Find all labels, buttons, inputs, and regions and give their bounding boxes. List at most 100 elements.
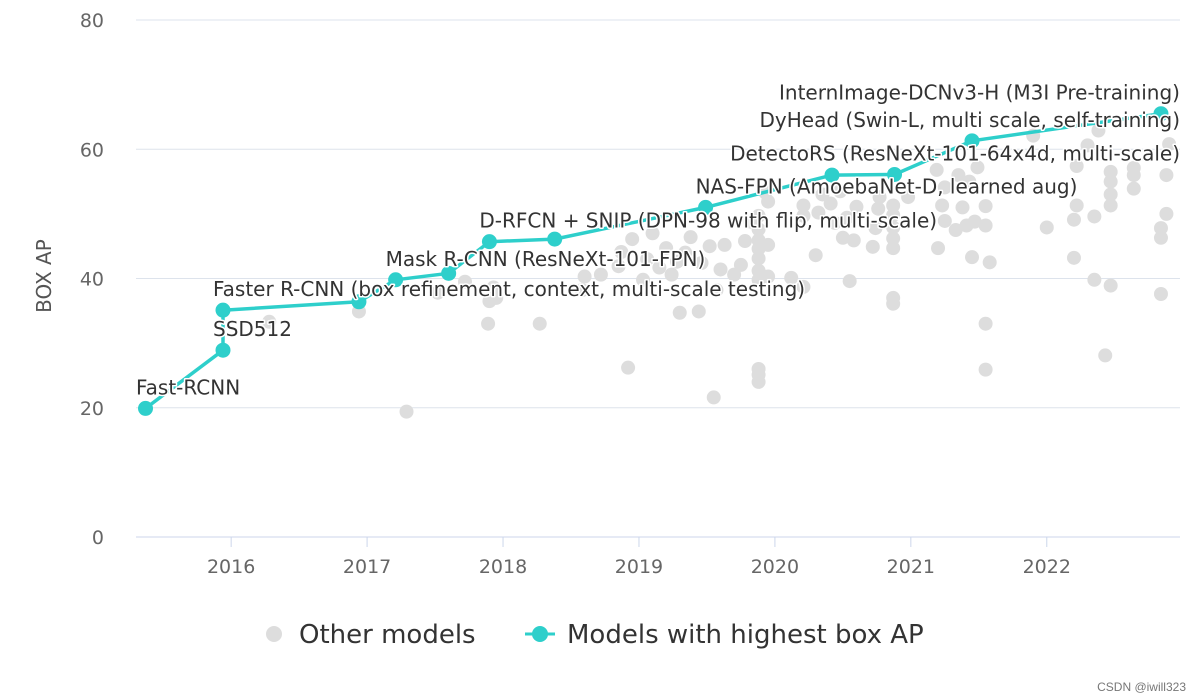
other-model-point[interactable] (865, 239, 880, 254)
sota-point[interactable] (351, 294, 367, 310)
other-model-point[interactable] (706, 390, 721, 405)
other-model-point[interactable] (1069, 159, 1084, 174)
other-model-point[interactable] (970, 160, 985, 175)
legend-item-other-models[interactable]: Other models (266, 620, 476, 650)
other-model-point[interactable] (935, 198, 950, 213)
other-model-point[interactable] (796, 279, 811, 294)
other-model-point[interactable] (1091, 123, 1106, 138)
sota-point[interactable] (698, 199, 714, 215)
other-model-point[interactable] (1159, 206, 1174, 221)
other-model-point[interactable] (614, 245, 629, 260)
other-model-point[interactable] (811, 205, 826, 220)
other-model-point[interactable] (835, 230, 850, 245)
other-model-point[interactable] (640, 252, 655, 267)
other-model-point[interactable] (733, 257, 748, 272)
other-model-point[interactable] (965, 250, 980, 265)
sota-point[interactable] (215, 302, 231, 318)
other-model-point[interactable] (1103, 198, 1118, 213)
other-model-point[interactable] (486, 280, 501, 295)
sota-series[interactable] (138, 106, 1169, 416)
other-model-point[interactable] (1126, 181, 1141, 196)
other-model-point[interactable] (842, 274, 857, 289)
other-model-point[interactable] (978, 218, 993, 233)
other-model-point[interactable] (574, 283, 589, 298)
other-model-point[interactable] (886, 231, 901, 246)
other-model-point[interactable] (929, 162, 944, 177)
other-model-point[interactable] (967, 214, 982, 229)
other-model-point[interactable] (849, 199, 864, 214)
sota-point[interactable] (547, 231, 563, 247)
other-model-point[interactable] (1098, 348, 1113, 363)
other-model-point[interactable] (955, 200, 970, 215)
other-model-point[interactable] (457, 274, 472, 289)
other-model-point[interactable] (827, 215, 842, 230)
other-model-point[interactable] (751, 208, 766, 223)
other-model-point[interactable] (532, 316, 547, 331)
other-model-point[interactable] (868, 221, 883, 236)
other-model-point[interactable] (846, 233, 861, 248)
other-model-point[interactable] (713, 262, 728, 277)
other-model-point[interactable] (430, 285, 445, 300)
sota-point[interactable] (138, 400, 154, 416)
other-model-point[interactable] (738, 234, 752, 249)
other-model-point[interactable] (948, 223, 963, 238)
other-model-point[interactable] (262, 314, 277, 329)
other-model-point[interactable] (978, 199, 993, 214)
other-model-point[interactable] (1066, 212, 1081, 227)
other-model-point[interactable] (1039, 220, 1054, 235)
other-model-point[interactable] (1103, 164, 1118, 179)
other-model-point[interactable] (1087, 209, 1102, 224)
other-model-point[interactable] (1153, 221, 1168, 236)
other-model-point[interactable] (982, 255, 997, 270)
other-model-point[interactable] (796, 198, 811, 213)
other-model-point[interactable] (872, 190, 887, 205)
other-model-point[interactable] (978, 362, 993, 377)
other-model-point[interactable] (886, 241, 901, 256)
sota-point[interactable] (481, 234, 497, 250)
other-model-point[interactable] (683, 230, 698, 245)
other-model-point[interactable] (702, 239, 717, 254)
other-model-point[interactable] (717, 237, 732, 252)
sota-point[interactable] (215, 342, 231, 358)
other-model-point[interactable] (839, 210, 854, 225)
other-model-point[interactable] (691, 304, 706, 319)
other-model-point[interactable] (672, 305, 687, 320)
other-model-point[interactable] (978, 316, 993, 331)
other-model-point[interactable] (808, 248, 823, 263)
other-model-point[interactable] (670, 254, 685, 269)
other-model-point[interactable] (611, 259, 626, 274)
other-model-point[interactable] (823, 196, 838, 211)
other-model-point[interactable] (1066, 250, 1081, 265)
other-model-point[interactable] (1153, 287, 1168, 302)
other-model-point[interactable] (621, 360, 636, 375)
legend-item-sota[interactable]: Models with highest box AP (525, 620, 924, 650)
sota-point[interactable] (964, 133, 980, 149)
other-model-point[interactable] (1069, 198, 1084, 213)
other-model-point[interactable] (659, 241, 674, 256)
other-model-point[interactable] (833, 184, 848, 199)
other-model-point[interactable] (886, 198, 901, 213)
other-model-point[interactable] (1103, 278, 1118, 293)
other-model-point[interactable] (796, 208, 811, 223)
other-model-point[interactable] (481, 316, 496, 331)
other-model-point[interactable] (1080, 138, 1095, 153)
other-model-point[interactable] (751, 251, 766, 266)
sota-point[interactable] (824, 167, 840, 183)
other-model-point[interactable] (1162, 137, 1177, 152)
other-model-point[interactable] (1126, 160, 1141, 175)
other-model-point[interactable] (784, 270, 799, 285)
other-model-point[interactable] (886, 220, 901, 235)
other-model-point[interactable] (886, 290, 901, 305)
other-model-point[interactable] (901, 190, 916, 205)
sota-point[interactable] (441, 265, 457, 281)
other-model-point[interactable] (886, 208, 901, 223)
other-model-point[interactable] (951, 168, 966, 183)
other-model-point[interactable] (761, 237, 776, 252)
other-model-point[interactable] (727, 267, 742, 282)
other-model-point[interactable] (694, 255, 709, 270)
other-model-point[interactable] (645, 226, 660, 241)
other-model-point[interactable] (709, 283, 724, 298)
other-models-series[interactable] (262, 123, 1177, 419)
other-model-point[interactable] (1159, 168, 1174, 183)
sota-point[interactable] (1153, 106, 1169, 122)
